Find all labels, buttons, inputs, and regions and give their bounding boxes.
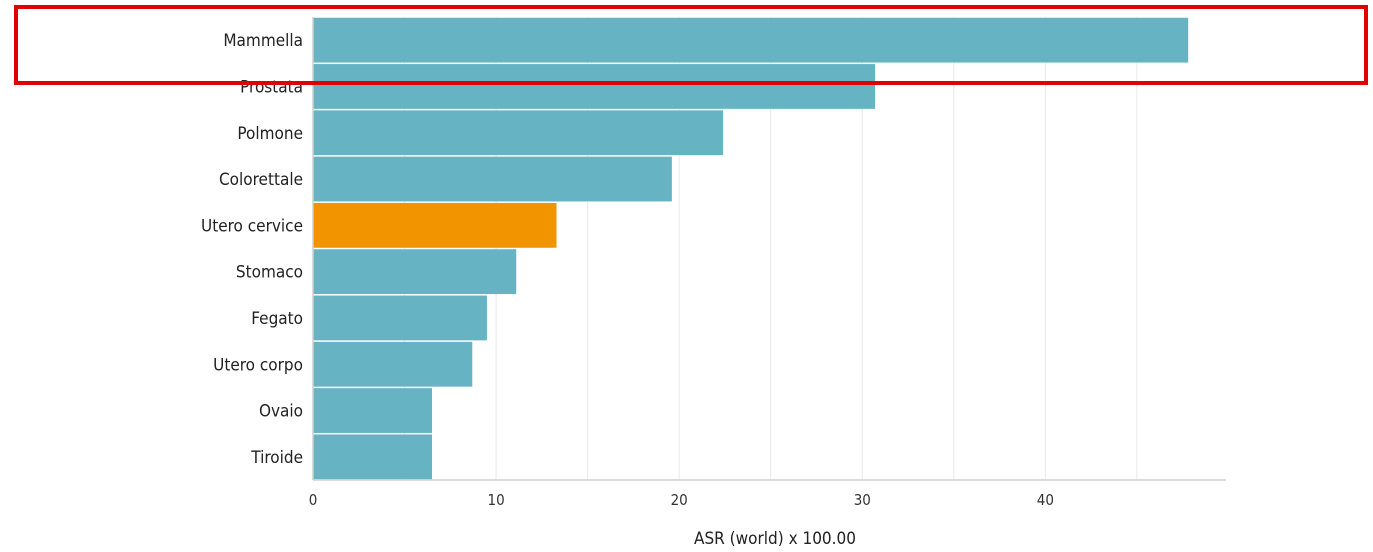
x-tick-label: 20: [671, 491, 688, 509]
bar-stomaco: [313, 249, 517, 295]
x-tick-label: 10: [488, 491, 505, 509]
x-tick-label: 0: [309, 491, 318, 509]
bars: [313, 17, 1189, 480]
bar-tiroide: [313, 434, 433, 480]
bar-utero-corpo: [313, 341, 473, 387]
bar-polmone: [313, 110, 724, 156]
category-label: Polmone: [237, 124, 303, 144]
bar-utero-cervice: [313, 202, 557, 248]
category-label: Utero cervice: [201, 216, 303, 236]
category-labels: Mammella Prostata Polmone Colorettale Utero …: [201, 31, 303, 468]
bar-prostata: [313, 64, 876, 109]
highlight-box: [14, 5, 1368, 85]
x-tick-label: 30: [854, 491, 871, 509]
category-label: Fegato: [251, 309, 303, 329]
category-label: Stomaco: [236, 263, 303, 283]
category-label: Mammella: [223, 31, 303, 51]
x-axis-title: ASR (world) x 100.00: [694, 529, 856, 549]
category-label: Utero corpo: [213, 355, 303, 375]
bar-mammella: [313, 17, 1189, 63]
category-label: Tiroide: [250, 448, 303, 468]
category-label: Ovaio: [259, 402, 303, 422]
x-tick-labels: 0 10 20 30 40: [309, 491, 1054, 509]
bar-ovaio: [313, 388, 433, 433]
category-label: Colorettale: [219, 170, 303, 190]
bar-fegato: [313, 295, 487, 341]
category-label: Prostata: [240, 77, 303, 97]
bar-colorettale: [313, 156, 672, 202]
x-tick-label: 40: [1037, 491, 1054, 509]
